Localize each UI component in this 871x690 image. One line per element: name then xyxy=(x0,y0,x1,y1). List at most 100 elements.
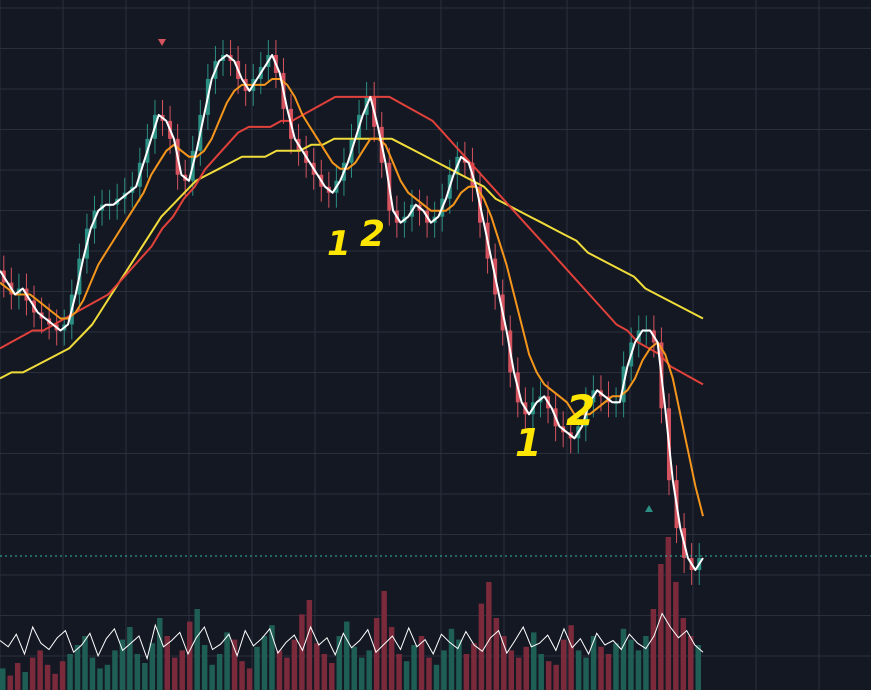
volume-bar xyxy=(22,672,28,690)
volume-bar xyxy=(650,609,657,690)
volume-bar xyxy=(172,657,178,690)
volume-bar xyxy=(149,643,156,690)
volume-bar xyxy=(186,621,193,690)
volume-bar xyxy=(351,646,357,690)
volume-bar xyxy=(44,664,51,690)
volume-bar xyxy=(239,661,245,690)
volume-bar xyxy=(628,639,634,690)
volume-bar xyxy=(493,618,500,690)
volume-bar xyxy=(568,625,574,690)
oscillator-line xyxy=(0,612,704,661)
volume-bar xyxy=(381,591,387,690)
volume-bar xyxy=(358,657,365,690)
volume-bar xyxy=(635,650,642,690)
volume-bar xyxy=(127,627,133,690)
volume-bar xyxy=(314,643,320,690)
volume-bar xyxy=(680,618,687,690)
volume-bar xyxy=(658,564,664,690)
volume-bar xyxy=(598,646,604,690)
volume-bar xyxy=(553,664,559,690)
volume-bar xyxy=(299,614,305,690)
volume-bar xyxy=(590,636,597,690)
volume-bar xyxy=(538,654,544,690)
volume-bar xyxy=(142,663,148,690)
volume-bar xyxy=(179,650,185,690)
volume-bar xyxy=(530,632,537,690)
volume-bar xyxy=(411,645,417,690)
volume-bar xyxy=(194,609,200,690)
volume-bar xyxy=(74,645,81,690)
volume-bar xyxy=(441,650,447,690)
volume-bar xyxy=(336,636,343,690)
volume-bar xyxy=(501,636,507,690)
price-line-group xyxy=(0,54,704,571)
volume-bar xyxy=(29,657,36,690)
volume-bar xyxy=(388,627,395,690)
volume-bar xyxy=(164,636,171,690)
volume-bar xyxy=(695,645,701,690)
volume-bar xyxy=(575,650,582,690)
volume-bar xyxy=(418,636,425,690)
volume-bar xyxy=(688,636,694,690)
volume-bar xyxy=(67,654,73,690)
volume-bar xyxy=(673,582,679,690)
volume-bar xyxy=(269,625,275,690)
volume-bar xyxy=(14,663,21,690)
volume-bar xyxy=(486,582,492,690)
sell-marker-icon xyxy=(158,39,166,46)
volume-bar xyxy=(254,646,260,690)
volume-bar xyxy=(157,618,163,690)
wave-label-2-first: 2 xyxy=(360,214,385,255)
volume-bar xyxy=(560,639,567,690)
volume-bar xyxy=(231,639,238,690)
volume-bar xyxy=(82,636,88,690)
volume-bar xyxy=(508,650,515,690)
volume-bar xyxy=(261,636,268,690)
volume-bar xyxy=(583,657,589,690)
volume-bar xyxy=(134,654,141,690)
volume-bar xyxy=(545,661,552,690)
volume-bar xyxy=(373,618,380,690)
volume-bar xyxy=(366,650,372,690)
volume-bar xyxy=(516,657,522,690)
volume-bar xyxy=(119,639,126,690)
volume-bar xyxy=(246,668,253,690)
volume-bar xyxy=(89,657,96,690)
volume-bar xyxy=(104,664,111,690)
volume-bar xyxy=(291,639,298,690)
volume-bar xyxy=(0,668,6,690)
signal-markers xyxy=(158,39,653,512)
volume-bar xyxy=(112,650,118,690)
candlesticks xyxy=(1,40,702,585)
volume-bar xyxy=(643,636,649,690)
volume-bar xyxy=(284,657,290,690)
volume-bar xyxy=(306,600,313,690)
volume-bar xyxy=(97,668,103,690)
volume-bar xyxy=(59,661,66,690)
volume-bar xyxy=(201,645,208,690)
price-line xyxy=(0,54,704,571)
wave-label-2-second: 2 xyxy=(566,386,595,435)
volume-bar xyxy=(448,628,455,690)
volume-bar xyxy=(478,603,485,690)
volume-bar xyxy=(456,639,462,690)
volume-bar xyxy=(463,654,470,690)
volume-bar xyxy=(605,654,612,690)
volume-bar xyxy=(396,654,402,690)
ma-mid-line xyxy=(0,95,704,386)
wave-label-1-first: 1 xyxy=(327,224,351,264)
volume-bar xyxy=(276,650,283,690)
volume-bar xyxy=(620,628,627,690)
volume-bar xyxy=(344,621,350,690)
volume-bar xyxy=(52,673,58,690)
volume-bar xyxy=(523,646,529,690)
volume-bars xyxy=(0,537,701,690)
wave-label-1-second: 1 xyxy=(515,421,541,465)
volume-bar xyxy=(433,664,440,690)
volume-bar xyxy=(613,643,619,690)
volume-bar xyxy=(216,654,223,690)
volume-bar xyxy=(665,537,672,690)
volume-bar xyxy=(426,657,432,690)
